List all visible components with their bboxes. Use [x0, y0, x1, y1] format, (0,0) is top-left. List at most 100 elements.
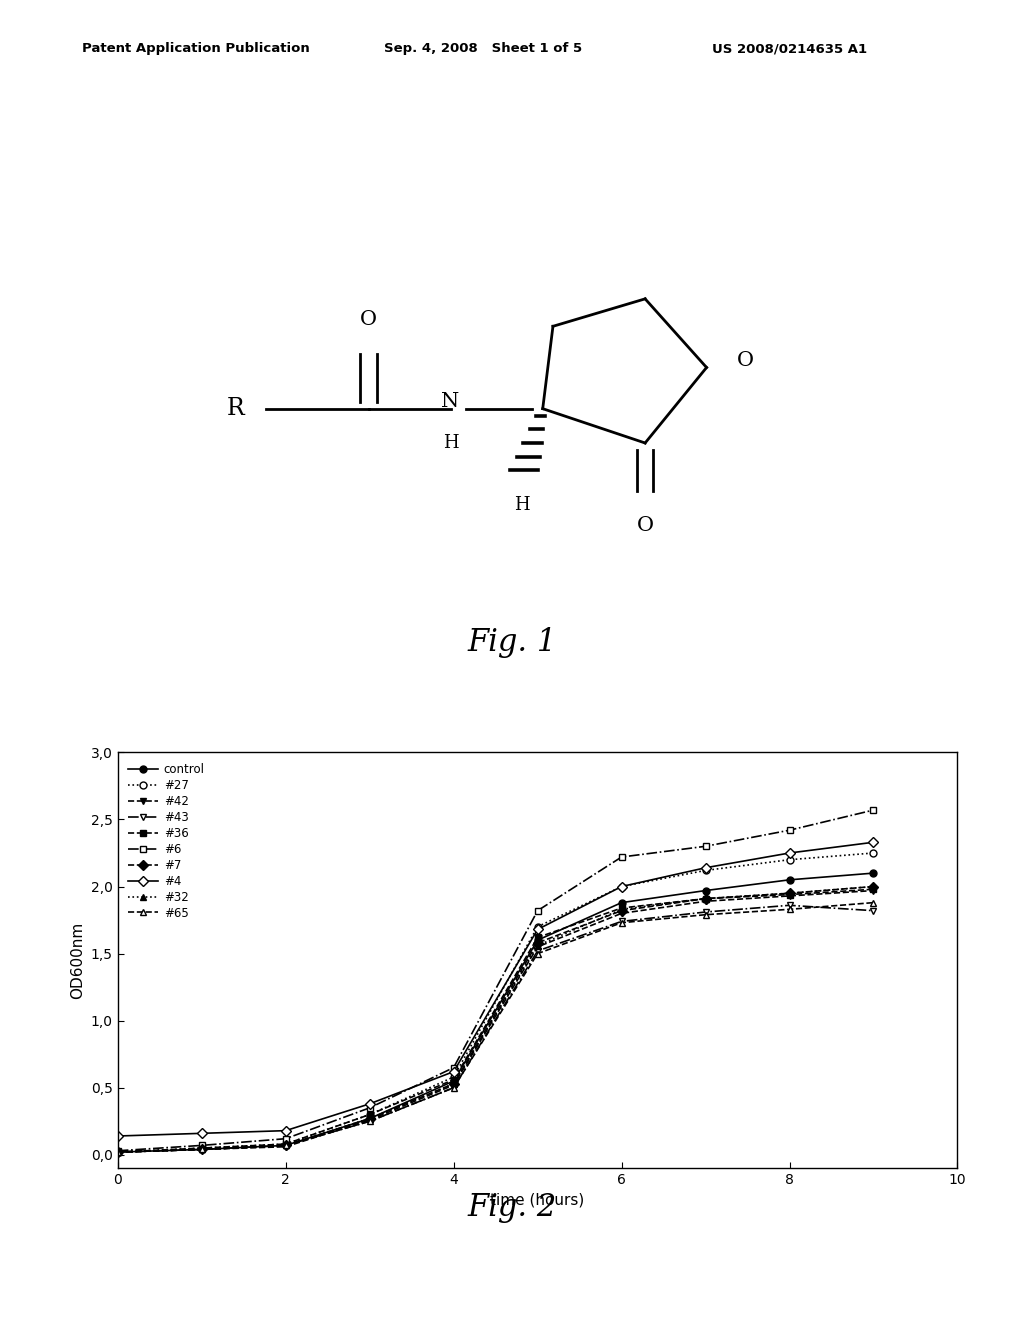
- #27: [447, 1069, 460, 1085]
- #36: [196, 1140, 208, 1156]
- #65: [447, 1080, 460, 1096]
- Text: N: N: [441, 392, 460, 412]
- #43: [699, 904, 712, 920]
- #36: [112, 1144, 124, 1160]
- #7: [783, 886, 796, 902]
- #7: [112, 1144, 124, 1160]
- #7: [196, 1142, 208, 1158]
- Text: Fig. 1: Fig. 1: [467, 627, 557, 657]
- #7: [867, 879, 880, 895]
- #42: [867, 883, 880, 899]
- #42: [112, 1144, 124, 1160]
- Line: #42: #42: [115, 887, 877, 1155]
- Line: #36: #36: [115, 886, 877, 1155]
- Line: #4: #4: [115, 838, 877, 1139]
- control: [783, 873, 796, 888]
- #32: [364, 1110, 376, 1126]
- control: [196, 1142, 208, 1158]
- #42: [364, 1111, 376, 1127]
- #43: [364, 1113, 376, 1129]
- #4: [447, 1064, 460, 1080]
- #7: [699, 891, 712, 907]
- Line: #32: #32: [115, 883, 877, 1155]
- #36: [867, 882, 880, 898]
- #43: [112, 1144, 124, 1160]
- #7: [531, 935, 544, 950]
- Text: H: H: [514, 496, 530, 513]
- #43: [783, 898, 796, 913]
- #6: [364, 1100, 376, 1115]
- #42: [280, 1139, 292, 1155]
- control: [531, 932, 544, 948]
- control: [447, 1073, 460, 1089]
- #43: [615, 913, 628, 929]
- #4: [112, 1129, 124, 1144]
- #27: [112, 1144, 124, 1160]
- #4: [364, 1096, 376, 1111]
- #32: [112, 1144, 124, 1160]
- #6: [699, 838, 712, 854]
- #27: [867, 845, 880, 861]
- #27: [364, 1106, 376, 1122]
- #6: [783, 822, 796, 838]
- Line: #27: #27: [115, 850, 877, 1155]
- #36: [531, 929, 544, 945]
- #43: [196, 1142, 208, 1158]
- #32: [196, 1142, 208, 1158]
- control: [699, 883, 712, 899]
- #6: [867, 803, 880, 818]
- #32: [615, 902, 628, 917]
- X-axis label: time (hours): time (hours): [490, 1192, 585, 1208]
- #65: [699, 907, 712, 923]
- #42: [615, 906, 628, 921]
- #65: [112, 1144, 124, 1160]
- Legend: control, #27, #42, #43, #36, #6, #7, #4, #32, #65: control, #27, #42, #43, #36, #6, #7, #4,…: [124, 758, 210, 924]
- #6: [196, 1138, 208, 1154]
- #6: [447, 1060, 460, 1076]
- #27: [196, 1140, 208, 1156]
- #4: [615, 879, 628, 895]
- #65: [783, 902, 796, 917]
- #36: [280, 1137, 292, 1152]
- #4: [280, 1123, 292, 1139]
- #65: [615, 915, 628, 931]
- #36: [783, 887, 796, 903]
- #4: [196, 1126, 208, 1142]
- #27: [280, 1137, 292, 1152]
- #7: [615, 903, 628, 919]
- Text: O: O: [737, 351, 755, 370]
- #6: [615, 849, 628, 865]
- control: [867, 865, 880, 880]
- #7: [364, 1110, 376, 1126]
- #32: [867, 879, 880, 895]
- Line: #43: #43: [115, 902, 877, 1155]
- Text: O: O: [637, 516, 653, 535]
- #27: [783, 851, 796, 867]
- #42: [699, 894, 712, 909]
- #27: [615, 879, 628, 895]
- #43: [280, 1138, 292, 1154]
- #27: [699, 862, 712, 878]
- control: [364, 1110, 376, 1126]
- #6: [112, 1143, 124, 1159]
- #65: [531, 945, 544, 961]
- #6: [531, 903, 544, 919]
- Text: Sep. 4, 2008   Sheet 1 of 5: Sep. 4, 2008 Sheet 1 of 5: [384, 42, 582, 55]
- control: [615, 895, 628, 911]
- Line: #7: #7: [115, 883, 877, 1155]
- #32: [783, 886, 796, 902]
- #36: [447, 1072, 460, 1088]
- control: [280, 1138, 292, 1154]
- #4: [867, 834, 880, 850]
- Line: #6: #6: [115, 807, 877, 1154]
- #32: [699, 891, 712, 907]
- #65: [280, 1138, 292, 1154]
- #43: [531, 942, 544, 958]
- #36: [699, 891, 712, 907]
- #7: [280, 1138, 292, 1154]
- #43: [867, 903, 880, 919]
- control: [112, 1144, 124, 1160]
- #4: [783, 845, 796, 861]
- #65: [364, 1113, 376, 1129]
- #43: [447, 1080, 460, 1096]
